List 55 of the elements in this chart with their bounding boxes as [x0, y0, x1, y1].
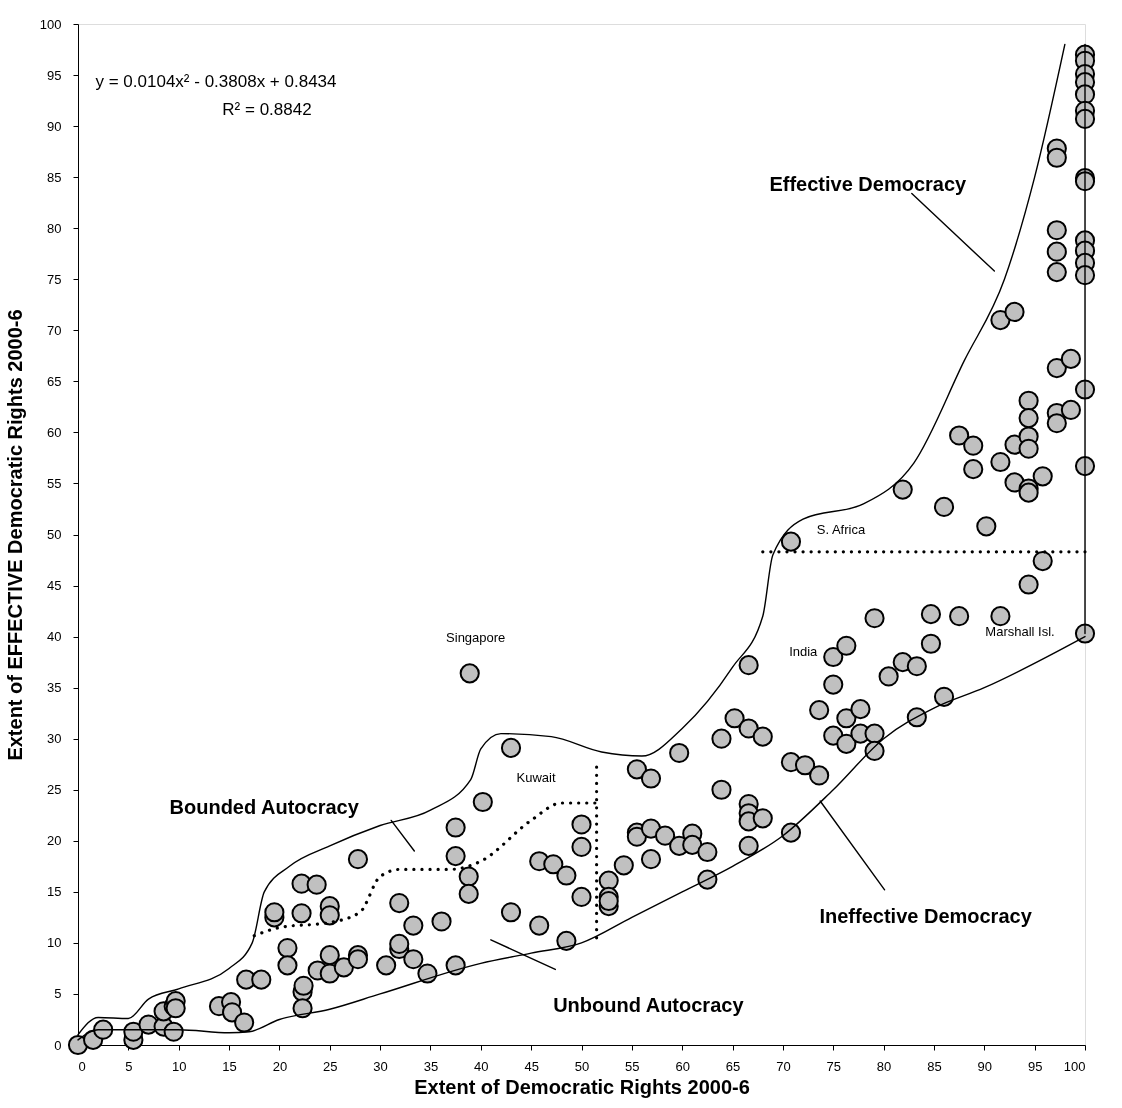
y-tick-label: 45: [47, 578, 62, 594]
y-tick-label: 70: [47, 322, 62, 338]
x-tick-label: 10: [171, 1058, 187, 1074]
y-tick-label: 50: [47, 527, 62, 542]
x-tick-label: 90: [977, 1058, 993, 1074]
y-tick-label: 65: [47, 373, 62, 389]
annotation: Ineffective Democracy: [819, 904, 1033, 927]
annotation: Kuwait: [516, 769, 556, 785]
x-tick-label: 50: [574, 1058, 590, 1074]
x-tick-label: 95: [1027, 1058, 1043, 1074]
x-tick-label: 70: [776, 1058, 791, 1074]
x-tick-label: 25: [323, 1058, 338, 1074]
annotation: Effective Democracy: [769, 173, 968, 196]
y-tick-label: 15: [47, 884, 62, 900]
y-tick-label: 40: [47, 629, 62, 645]
y-tick-label: 95: [47, 67, 62, 83]
x-tick-label: 20: [272, 1058, 288, 1074]
x-tick-label: 0: [78, 1058, 86, 1074]
annotation: India: [789, 644, 819, 660]
x-tick-label: 15: [222, 1058, 237, 1074]
x-tick-label: 65: [725, 1058, 741, 1074]
annotation: y = 0.0104x² - 0.3808x + 0.8434: [95, 72, 337, 91]
x-tick-label: 75: [826, 1058, 841, 1074]
y-tick-label: 85: [47, 169, 62, 185]
y-tick-label: 35: [47, 680, 62, 696]
x-tick-label: 100: [1063, 1058, 1086, 1074]
annotation: Marshall Isl.: [985, 623, 1055, 639]
annotation: Singapore: [446, 630, 506, 646]
annotation: R² = 0.8842: [222, 100, 312, 119]
y-tick-label: 20: [47, 833, 62, 849]
annotation: Bounded Autocracy: [169, 796, 360, 819]
y-tick-label: 0: [54, 1037, 62, 1053]
x-tick-label: 30: [373, 1058, 388, 1074]
x-tick-label: 80: [876, 1058, 892, 1074]
y-tick-label: 90: [47, 118, 62, 134]
x-tick-label: 45: [524, 1058, 539, 1074]
annotation: Unbound Autocracy: [553, 994, 745, 1017]
x-tick-label: 55: [625, 1058, 640, 1074]
x-tick-label: 40: [474, 1058, 489, 1074]
annotation: S. Africa: [816, 521, 866, 537]
y-tick-label: 60: [47, 424, 62, 440]
x-tick-label: 35: [423, 1058, 439, 1074]
y-tick-label: 25: [47, 782, 62, 798]
x-tick-label: 60: [675, 1058, 690, 1074]
y-tick-label: 55: [47, 475, 62, 491]
y-tick-label: 30: [47, 731, 62, 747]
x-tick-label: 85: [927, 1058, 942, 1074]
x-tick-label: 5: [125, 1058, 133, 1074]
x-axis-title: Extent of Democratic Rights 2000-6: [414, 1075, 750, 1098]
y-tick-label: 80: [47, 220, 62, 236]
y-tick-label: 10: [47, 935, 62, 951]
y-tick-label: 5: [54, 986, 62, 1002]
y-tick-label: 100: [39, 16, 62, 32]
y-axis-title: Extent of EFFECTIVE Democratic Rights 2000-6: [3, 309, 26, 761]
y-tick-label: 75: [47, 271, 62, 287]
